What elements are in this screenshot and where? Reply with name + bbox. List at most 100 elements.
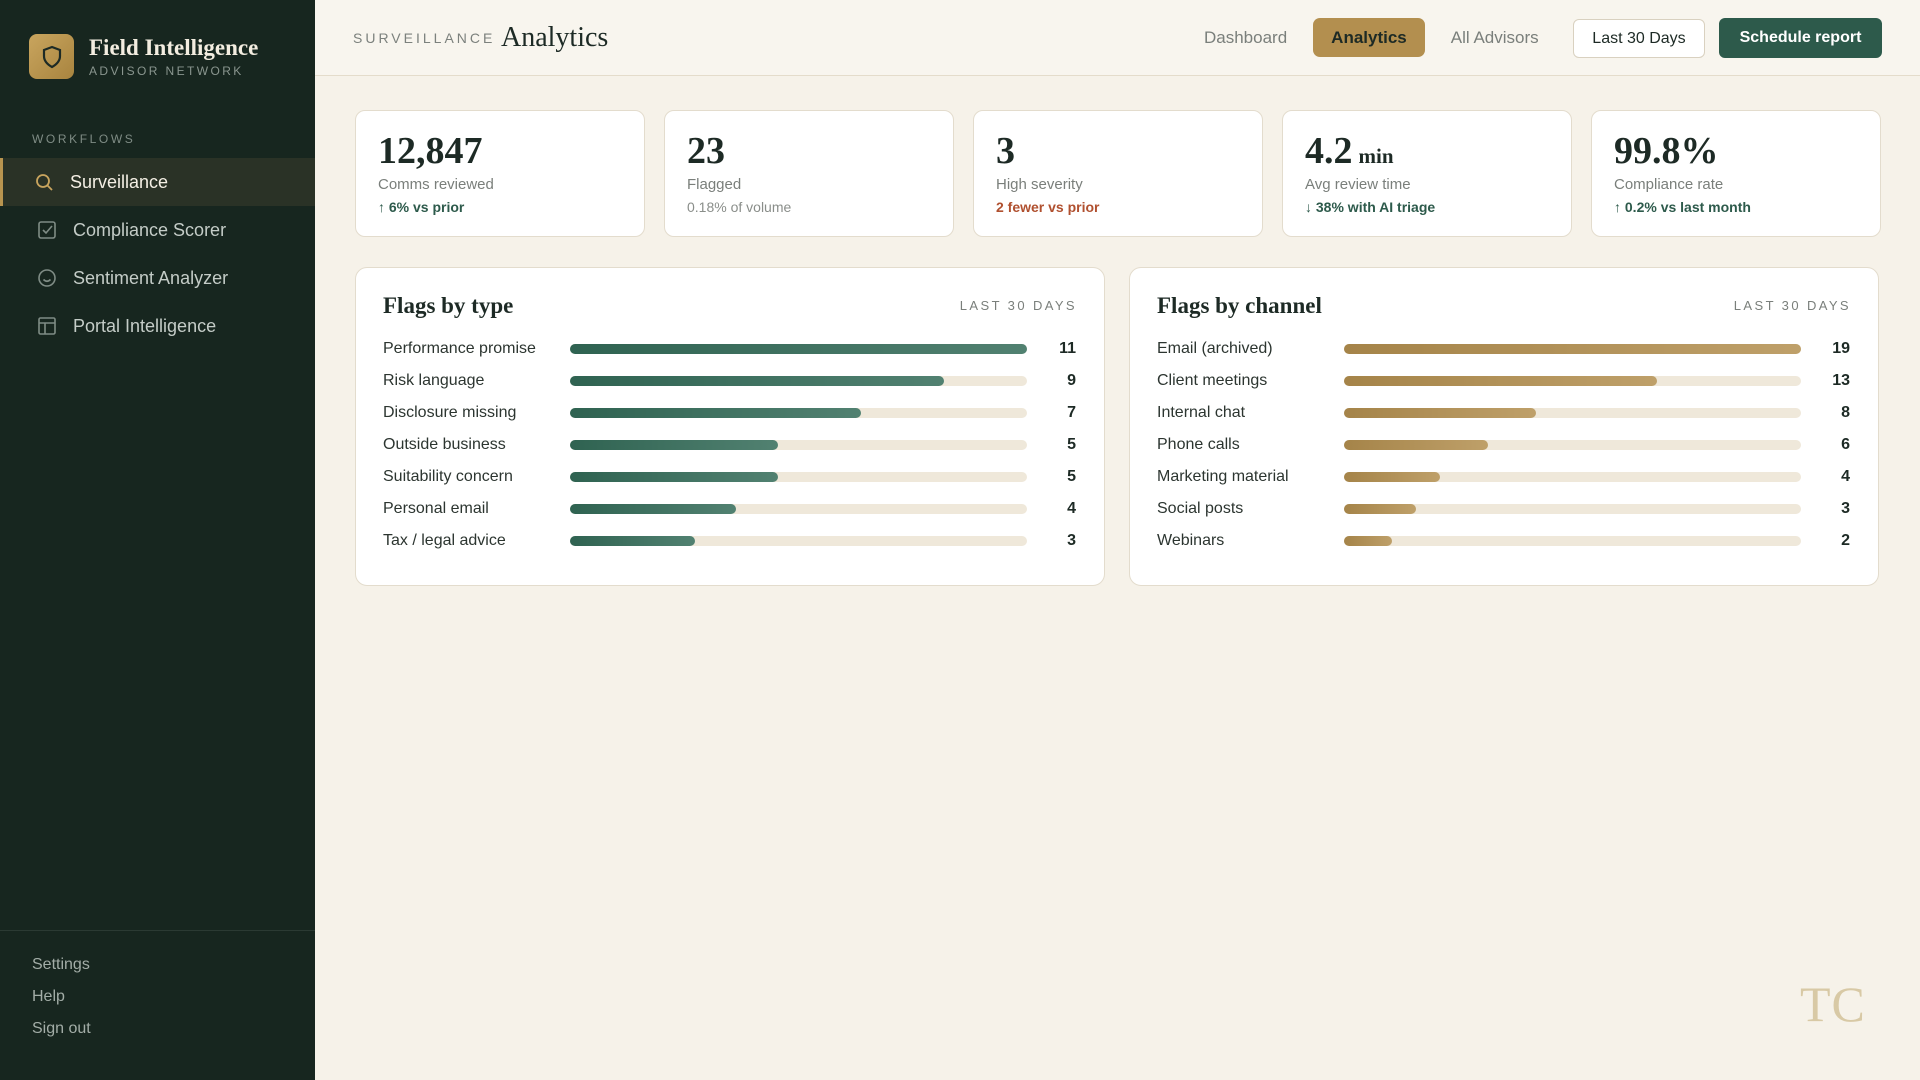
bar-value: 9 [1067, 372, 1076, 389]
kpi-value: 23 [687, 129, 725, 173]
tab[interactable]: All Advisors [1450, 27, 1539, 47]
row-label: Webinars [1157, 532, 1225, 549]
kpi-delta: ↓ 38% with AI triage [1305, 199, 1436, 215]
bar [570, 344, 1027, 354]
bar-track [1344, 536, 1801, 546]
bar [570, 376, 944, 386]
row-label: Marketing material [1157, 468, 1289, 485]
divider [0, 930, 315, 931]
chart-card: Flags by channel LAST 30 DAYS Email (archi… [1129, 267, 1879, 586]
bar-value: 3 [1841, 500, 1850, 517]
nav-item[interactable]: Sentiment Analyzer [0, 254, 315, 302]
row-label: Risk language [383, 372, 485, 389]
bar-value: 19 [1832, 340, 1850, 357]
logo [29, 34, 74, 79]
bar-track [1344, 472, 1801, 482]
bar [1344, 440, 1489, 450]
bar-value: 4 [1067, 500, 1076, 517]
kpi-delta: 0.18% of volume [687, 199, 792, 215]
eyebrow: SURVEILLANCE [353, 30, 496, 46]
kpi-label: Flagged [687, 176, 742, 193]
row-label: Suitability concern [383, 468, 513, 485]
bar [1344, 504, 1417, 514]
bar-value: 4 [1841, 468, 1850, 485]
bar-value: 5 [1067, 468, 1076, 485]
kpi-number: 4.2 [1305, 130, 1353, 172]
bar-track [570, 536, 1027, 546]
footer-link[interactable]: Help [32, 988, 65, 1005]
row-label: Performance promise [383, 340, 536, 357]
nav-item[interactable]: Surveillance [0, 158, 315, 206]
bar-value: 7 [1067, 404, 1076, 421]
bar [570, 440, 778, 450]
row-label: Disclosure missing [383, 404, 517, 421]
bar-track [1344, 344, 1801, 354]
kpi-value: 4.2 min [1305, 129, 1394, 173]
bar [1344, 472, 1441, 482]
kpi-label: Compliance rate [1614, 176, 1724, 193]
sidebar: Field Intelligence ADVISOR NETWORK WORKF… [0, 0, 315, 1080]
bar [1344, 408, 1537, 418]
bar [570, 472, 778, 482]
bar-value: 2 [1841, 532, 1850, 549]
nav-item[interactable]: Compliance Scorer [0, 206, 315, 254]
kpi-label: Comms reviewed [378, 176, 494, 193]
footer-link[interactable]: Settings [32, 956, 90, 973]
schedule-button[interactable]: Schedule report [1719, 18, 1882, 58]
kpi-label: Avg review time [1305, 176, 1411, 193]
bar-track [570, 408, 1027, 418]
watermark: TC [1800, 976, 1866, 1032]
kpi-card: 3 High severity 2 fewer vs prior [973, 110, 1263, 237]
chart-title: Flags by channel [1157, 293, 1322, 318]
kpi-card: 23 Flagged 0.18% of volume [664, 110, 954, 237]
chart-card: Flags by type LAST 30 DAYS Performance pro… [355, 267, 1105, 586]
footer-link[interactable]: Sign out [32, 1020, 91, 1037]
bar [1344, 536, 1393, 546]
bar-track [1344, 408, 1801, 418]
bar [570, 504, 737, 514]
bar-track [570, 472, 1027, 482]
tab[interactable]: Dashboard [1204, 27, 1288, 47]
kpi-unit: min [1358, 144, 1394, 168]
tab[interactable]: Analytics [1313, 18, 1425, 57]
nav-label: Surveillance [70, 171, 169, 192]
kpi-number: 23 [687, 130, 725, 172]
nav-item[interactable]: Portal Intelligence [0, 302, 315, 350]
kpi-value: 99.8% [1614, 129, 1719, 173]
nav-icon [36, 174, 53, 191]
kpi-card: 4.2 min Avg review time ↓ 38% with AI triag… [1282, 110, 1572, 237]
bar-value: 3 [1067, 532, 1076, 549]
kpi-number: 3 [996, 130, 1015, 172]
kpi-delta: ↑ 6% vs prior [378, 199, 465, 215]
row-label: Social posts [1157, 500, 1244, 517]
chart-subtitle: LAST 30 DAYS [1733, 298, 1851, 313]
nav-label: Portal Intelligence [73, 315, 217, 336]
header: SURVEILLANCE Analytics Dashboard Analytic… [315, 0, 1920, 76]
footer-links: Settings Help Sign out [32, 956, 91, 1052]
bar [1344, 344, 1801, 354]
bar-track [570, 344, 1027, 354]
nav-icon [38, 317, 56, 335]
kpi-card: 99.8% Compliance rate ↑ 0.2% vs last month [1591, 110, 1881, 237]
kpi-value: 3 [996, 129, 1015, 173]
row-label: Phone calls [1157, 436, 1240, 453]
chart-title: Flags by type [383, 293, 514, 318]
bar-track [1344, 504, 1801, 514]
range-button[interactable]: Last 30 Days [1573, 19, 1705, 58]
bar-value: 8 [1841, 404, 1850, 421]
kpi-card: 12,847 Comms reviewed ↑ 6% vs prior [355, 110, 645, 237]
kpi-number: 99.8% [1614, 130, 1719, 172]
kpi-delta: 2 fewer vs prior [996, 199, 1100, 215]
row-label: Email (archived) [1157, 340, 1273, 357]
kpi-number: 12,847 [378, 130, 483, 172]
row-label: Internal chat [1157, 404, 1246, 421]
chart-subtitle: LAST 30 DAYS [959, 298, 1077, 313]
row-label: Client meetings [1157, 372, 1268, 389]
kpi-value: 12,847 [378, 129, 483, 173]
bar-track [1344, 440, 1801, 450]
row-label: Tax / legal advice [383, 532, 506, 549]
bar-track [570, 440, 1027, 450]
nav-icon [38, 221, 56, 239]
bar-value: 13 [1832, 372, 1850, 389]
brand-title: Field Intelligence [89, 35, 259, 60]
